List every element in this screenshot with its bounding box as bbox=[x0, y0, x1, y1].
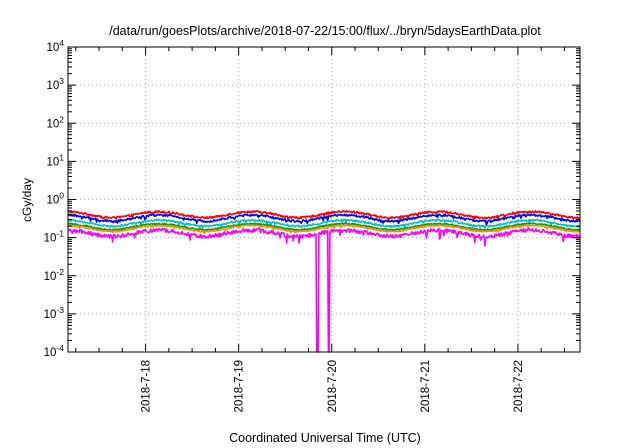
y-tick-label: 10-1 bbox=[44, 229, 65, 245]
y-tick-exponent: 2 bbox=[59, 114, 64, 124]
series-line bbox=[67, 210, 581, 222]
y-tick-label: 100 bbox=[46, 191, 64, 207]
y-tick-exponent: 3 bbox=[59, 76, 64, 86]
x-tick-label: 2018-7-19 bbox=[234, 360, 246, 412]
y-axis-label: cGy/day bbox=[20, 178, 34, 222]
y-tick-exponent: -3 bbox=[56, 305, 64, 315]
series-line bbox=[67, 218, 581, 229]
x-tick-label: 2018-7-20 bbox=[327, 360, 339, 412]
y-tick-label: 102 bbox=[46, 114, 64, 130]
chart-title: /data/run/goesPlots/archive/2018-07-22/1… bbox=[109, 24, 541, 38]
y-tick-exponent: -2 bbox=[56, 267, 64, 277]
series-line bbox=[67, 213, 581, 226]
y-tick-exponent: -4 bbox=[56, 343, 64, 353]
series-group bbox=[67, 210, 581, 353]
x-axis: 2018-7-18 2018-7-19 2018-7-20 2018-7-21 2018… bbox=[75, 47, 565, 412]
y-tick-exponent: 1 bbox=[59, 152, 64, 162]
series-line bbox=[67, 222, 581, 234]
y-tick-exponent: 0 bbox=[59, 191, 64, 201]
y-tick-label: 10-2 bbox=[44, 267, 65, 283]
x-tick-label: 2018-7-18 bbox=[141, 360, 153, 412]
y-tick-label: 101 bbox=[46, 152, 64, 168]
grid bbox=[68, 47, 580, 352]
y-tick-label: 103 bbox=[46, 76, 64, 92]
x-tick-label: 2018-7-22 bbox=[513, 360, 525, 412]
y-tick-label: 104 bbox=[46, 38, 64, 54]
y-tick-label: 10-4 bbox=[44, 343, 65, 359]
series-line bbox=[67, 224, 581, 234]
series-line bbox=[67, 227, 581, 353]
y-tick-label: 10-3 bbox=[44, 305, 65, 321]
y-tick-exponent: 4 bbox=[59, 38, 64, 48]
y-tick-exponent: -1 bbox=[56, 229, 64, 239]
x-tick-label: 2018-7-21 bbox=[420, 360, 432, 412]
x-axis-label: Coordinated Universal Time (UTC) bbox=[229, 431, 421, 445]
